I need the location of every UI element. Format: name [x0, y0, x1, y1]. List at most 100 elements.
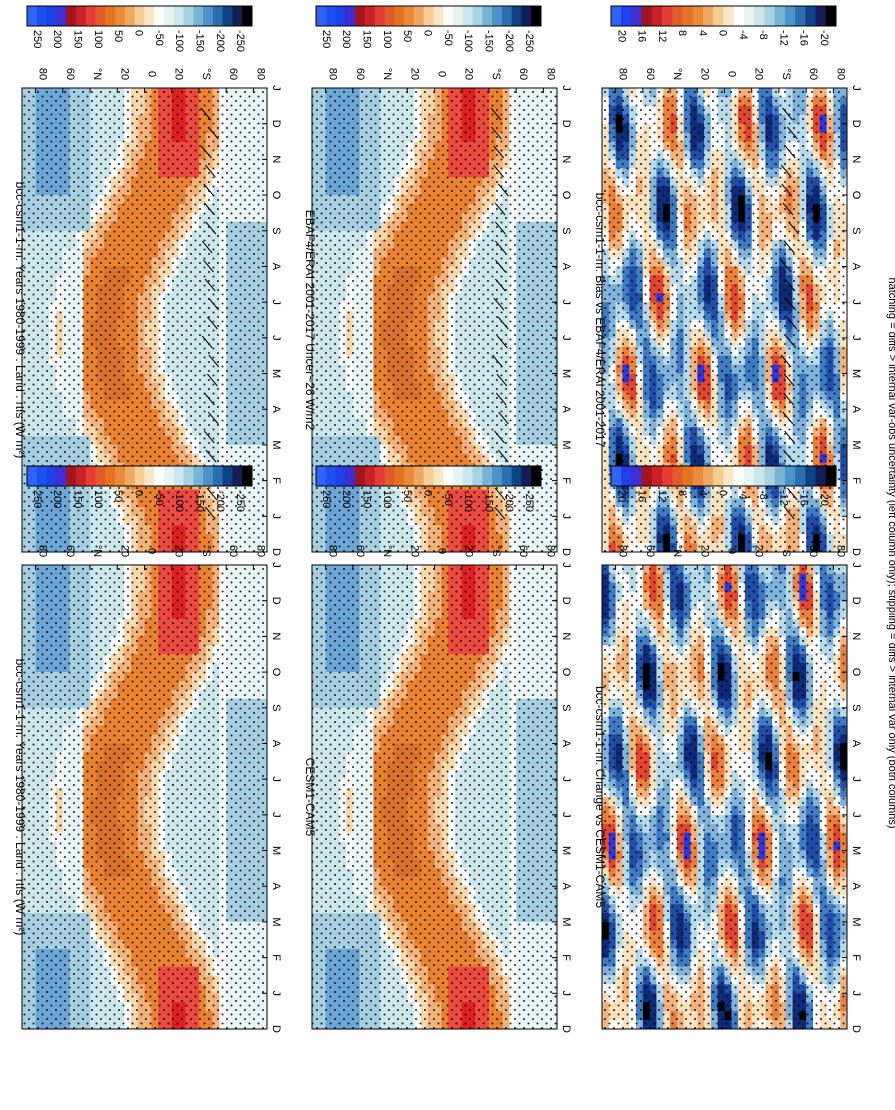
colorbar-swatch	[184, 6, 194, 26]
colorbar-swatch	[27, 466, 37, 486]
x-tick-label: J	[270, 514, 282, 520]
colorbar-swatch	[56, 466, 66, 486]
colorbar-tick-label: -100	[173, 490, 185, 512]
y-tick-label: °N	[91, 68, 103, 80]
colorbar-tick-label: -50	[153, 490, 165, 506]
x-tick-label: J	[270, 776, 282, 782]
colorbar-swatch	[154, 466, 164, 486]
stippling-overlay	[22, 565, 267, 1029]
colorbar-swatch	[223, 6, 233, 26]
colorbar-tick-label: 100	[92, 490, 104, 508]
colorbar-swatch	[193, 466, 203, 486]
heatmap-field	[22, 565, 268, 1030]
colorbar-tick-label: -100	[173, 30, 185, 52]
colorbar-tick-label: -250	[234, 490, 246, 512]
panel-title: bcc-csm1-1-m: Years 1980-1999 : Land : r…	[13, 182, 27, 459]
colorbar-swatch	[135, 466, 145, 486]
colorbar-swatch	[203, 466, 213, 486]
panel-title: bcc-csm1-1-m: Years 1980-1999 : Land : r…	[13, 659, 27, 936]
y-tick-label: 80	[254, 545, 266, 557]
colorbar-tick-label: 150	[71, 30, 83, 48]
colorbar-swatch	[144, 466, 154, 486]
x-tick-label: O	[270, 668, 282, 677]
colorbar-swatch	[105, 6, 115, 26]
x-tick-label: M	[270, 440, 282, 449]
colorbar-swatch	[232, 466, 242, 486]
y-tick-label: 60	[64, 545, 76, 557]
colorbar-swatch	[66, 6, 76, 26]
x-tick-label: N	[270, 632, 282, 640]
colorbar-tick-label: -150	[194, 490, 206, 512]
y-tick-label: 60	[227, 545, 239, 557]
colorbar-swatch	[47, 6, 57, 26]
x-tick-label: F	[270, 954, 282, 961]
x-tick-label: A	[270, 263, 282, 271]
colorbar-swatch	[125, 466, 135, 486]
colorbar-swatch	[193, 6, 203, 26]
colorbar-tick-label: 50	[112, 490, 124, 502]
colorbar-tick-label: -50	[153, 30, 165, 46]
y-tick-label: 20	[173, 545, 185, 557]
y-tick-label: 20	[173, 68, 185, 80]
colorbar-swatch	[242, 6, 252, 26]
x-tick-label: O	[270, 191, 282, 200]
colorbar-swatch	[27, 6, 37, 26]
x-tick-label: A	[270, 883, 282, 891]
x-tick-label: J	[270, 299, 282, 305]
colorbar-swatch	[164, 466, 174, 486]
x-tick-label: D	[270, 597, 282, 605]
colorbar-swatch	[115, 6, 125, 26]
x-tick-label: S	[270, 704, 282, 711]
colorbar-tick-label: -250	[234, 30, 246, 52]
y-tick-label: 20	[118, 545, 130, 557]
y-tick-label: 60	[64, 68, 76, 80]
colorbar-tick-label: -200	[214, 490, 226, 512]
x-tick-label: D	[270, 548, 282, 556]
y-tick-label: 80	[254, 68, 266, 80]
footnote: hatching = diffs > internal var-obs unce…	[886, 277, 895, 828]
colorbar-tick-label: 0	[133, 30, 145, 36]
y-tick-label: 0	[146, 71, 158, 77]
colorbar-swatch	[37, 6, 47, 26]
colorbar-swatch	[37, 466, 47, 486]
x-tick-label: J	[270, 85, 282, 91]
colorbar-tick-label: 200	[51, 490, 63, 508]
colorbar-swatch	[56, 6, 66, 26]
x-tick-label: D	[270, 120, 282, 128]
colorbar-tick-label: 250	[31, 490, 43, 508]
colorbar-swatch	[95, 466, 105, 486]
colorbar-swatch	[86, 6, 96, 26]
colorbar-swatch	[86, 466, 96, 486]
x-tick-label: D	[270, 1025, 282, 1033]
colorbar-swatch	[232, 6, 242, 26]
x-tick-label: J	[270, 991, 282, 997]
colorbar-tick-label: 50	[112, 30, 124, 42]
x-tick-label: M	[270, 917, 282, 926]
colorbar-tick-label: 0	[133, 490, 145, 496]
colorbar-tick-label: 100	[92, 30, 104, 48]
colorbar-tick-label: -200	[214, 30, 226, 52]
colorbar-swatch	[203, 6, 213, 26]
colorbar-swatch	[174, 6, 184, 26]
x-tick-label: J	[270, 335, 282, 341]
colorbar-swatch	[105, 466, 115, 486]
y-tick-label: °S	[200, 545, 212, 557]
x-tick-label: A	[270, 740, 282, 748]
colorbar-tick-label: 250	[31, 30, 43, 48]
colorbar-tick-label: 200	[51, 30, 63, 48]
colorbar-swatch	[223, 466, 233, 486]
colorbar-swatch	[115, 466, 125, 486]
colorbar-swatch	[135, 6, 145, 26]
x-tick-label: M	[270, 846, 282, 855]
x-tick-label: S	[270, 227, 282, 234]
colorbar-swatch	[47, 466, 57, 486]
colorbar-swatch	[76, 6, 86, 26]
colorbar-swatch	[66, 466, 76, 486]
x-tick-label: J	[270, 562, 282, 568]
y-tick-label: 60	[227, 68, 239, 80]
colorbar-tick-label: 150	[71, 490, 83, 508]
colorbar-swatch	[174, 466, 184, 486]
